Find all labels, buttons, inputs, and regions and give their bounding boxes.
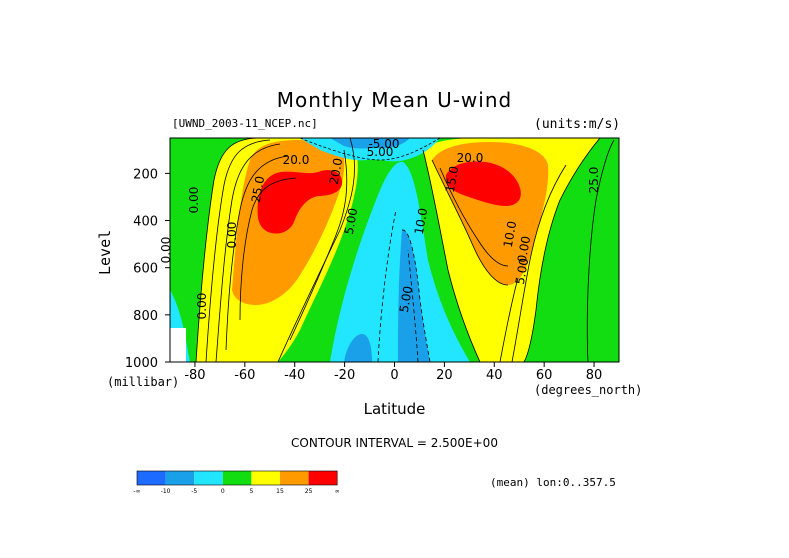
y-tick-label: 400 [133, 215, 158, 230]
colorbar-swatch [137, 471, 166, 485]
y-axis-unit: (millibar) [107, 375, 180, 389]
contour-label: 20.0 [327, 157, 345, 186]
contour-lines [195, 138, 615, 362]
contour-label: 20.0 [283, 153, 310, 167]
contour-label: 0.00 [187, 187, 201, 214]
x-tick-label: 0 [390, 368, 398, 383]
colorbar-swatch [251, 471, 280, 485]
contour-label: 25.0 [587, 167, 601, 194]
colorbar-tick-label: -∞ [133, 488, 140, 495]
x-tick-label: 60 [536, 368, 553, 383]
x-axis-ticks: -80 -60 -40 -20 0 20 40 60 80 [184, 362, 602, 383]
colorbar-tick-label: 5 [249, 488, 253, 495]
x-tick-label: -40 [284, 368, 305, 383]
contour-label: 5.00 [367, 145, 394, 159]
contour-label: 5.00 [397, 285, 415, 314]
contour-label: -5.00 [368, 137, 399, 151]
contour-label: 0.00 [225, 222, 239, 249]
contour-label: 10.0 [412, 207, 430, 236]
fill-tropical-deep-2 [344, 334, 372, 362]
fill-top-band-deep [330, 138, 410, 149]
x-tick-label: -60 [234, 368, 255, 383]
contour-label: 0.00 [515, 235, 533, 264]
fill-tropical-deep-1 [398, 229, 430, 362]
chart-title: Monthly Mean U-wind [276, 88, 513, 112]
x-tick-label: -80 [184, 368, 205, 383]
colorbar-swatch [222, 471, 252, 485]
colorbar-tick-label: ∞ [335, 488, 340, 495]
colorbar-tick-label: -5 [191, 488, 197, 495]
colorbar-frame [136, 470, 338, 486]
y-axis-ticks: 200 400 600 800 1000 [125, 167, 170, 371]
colorbar-swatch [280, 471, 309, 485]
fill-south-red [257, 170, 343, 234]
colorbar-tick-label: 25 [305, 488, 313, 495]
colorbar-tick-label: -10 [161, 488, 171, 495]
colorbar-swatch [308, 471, 338, 485]
fill-top-band [300, 138, 440, 162]
contour-label: 0.00 [159, 237, 173, 264]
contour-label: 25.0 [249, 175, 267, 204]
y-tick-label: 200 [133, 167, 158, 182]
dataset-label: [UWND_2003-11_NCEP.nc] [172, 117, 318, 130]
contour-label: 5.00 [342, 207, 360, 236]
colorbar: -∞ -10 -5 0 5 15 25 ∞ [133, 470, 340, 495]
x-tick-label: 80 [586, 368, 603, 383]
fill-north-polar-green [540, 138, 619, 362]
x-tick-label: 40 [486, 368, 503, 383]
colorbar-tick-label: 0 [221, 488, 225, 495]
mean-note: (mean) lon:0..357.5 [490, 476, 616, 489]
y-tick-label: 1000 [125, 356, 158, 371]
contour-interval-label: CONTOUR INTERVAL = 2.500E+00 [291, 436, 498, 450]
x-tick-label: -20 [334, 368, 355, 383]
colorbar-swatch [165, 471, 195, 485]
contour-label: 0.00 [195, 293, 209, 320]
y-tick-label: 800 [133, 309, 158, 324]
contour-fill-layer [170, 138, 619, 362]
y-tick-label: 600 [133, 262, 158, 277]
fill-missing-data [170, 328, 186, 362]
contour-label: 5.00 [513, 257, 531, 286]
x-tick-label: 20 [436, 368, 453, 383]
colorbar-tick-label: 15 [276, 488, 284, 495]
x-axis-label: Latitude [363, 400, 426, 418]
contour-labels: 20.025.020.05.000.000.000.000.00 10.05.00… [159, 137, 601, 319]
x-axis-unit: (degrees_north) [534, 383, 643, 397]
contour-label: 20.0 [457, 151, 484, 165]
colorbar-swatch [194, 471, 223, 485]
contour-label: 15.0 [443, 165, 461, 194]
contour-label: 10.0 [501, 220, 519, 249]
units-label: (units:m/s) [534, 117, 621, 132]
fill-north-red [445, 161, 521, 206]
